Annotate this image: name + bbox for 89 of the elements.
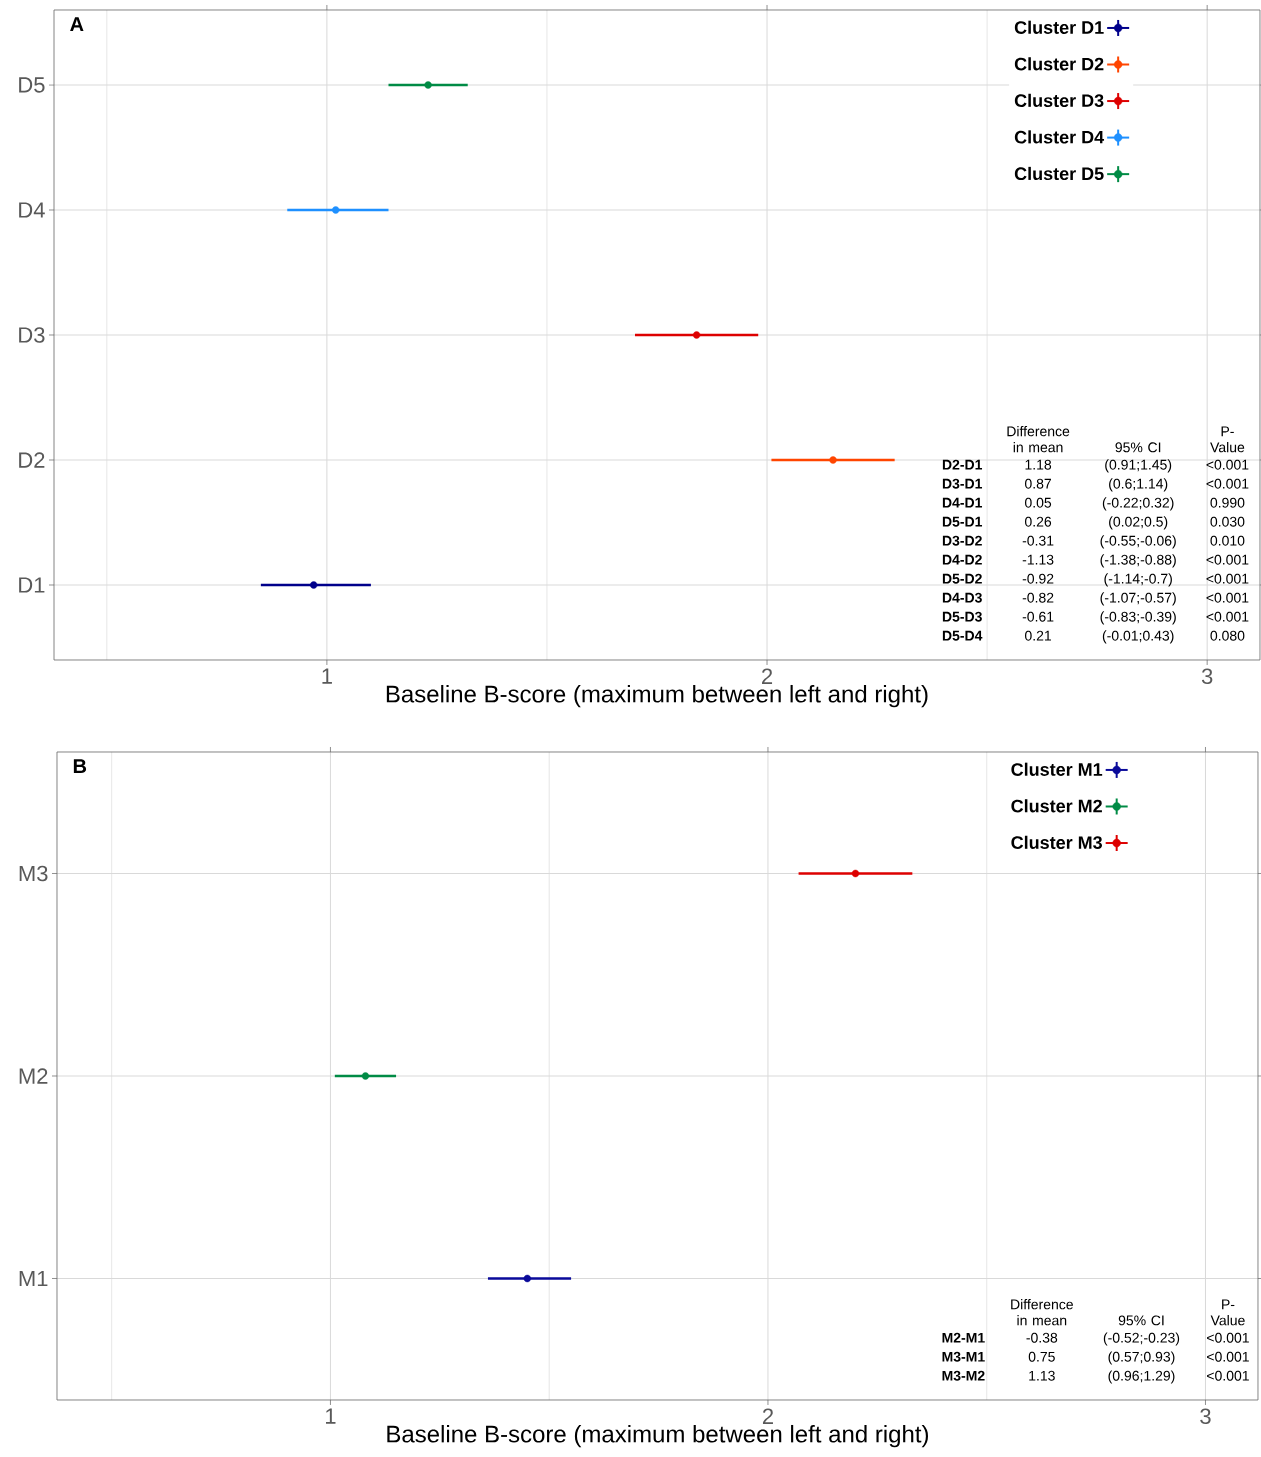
annotation: (0.6;1.14) bbox=[1109, 478, 1168, 492]
legend-label: Cluster D1 bbox=[1014, 20, 1104, 34]
annotation: (-0.52;-0.23) bbox=[1103, 1332, 1180, 1346]
x-tick-label: 3 bbox=[1200, 1408, 1211, 1425]
x-axis-title: Baseline B-score (maximum between left and right) bbox=[387, 1424, 929, 1448]
annotation: 1.13 bbox=[1029, 1370, 1055, 1381]
legend-label: Cluster D4 bbox=[1014, 130, 1105, 144]
annotation: (-1.07;-0.57) bbox=[1100, 592, 1176, 606]
annotation: D5-D1 bbox=[942, 516, 983, 527]
annotation: 0.010 bbox=[1210, 535, 1245, 546]
point bbox=[692, 331, 701, 339]
annotation: 0.26 bbox=[1025, 516, 1052, 527]
annotation: 0.990 bbox=[1210, 497, 1245, 508]
annotation: D2-D1 bbox=[942, 459, 983, 470]
annotation: -0.82 bbox=[1022, 592, 1054, 603]
annotation: <0.001 bbox=[1206, 478, 1249, 489]
annotation: (0.91;1.45) bbox=[1105, 459, 1172, 473]
annotation: P-Value bbox=[1210, 1299, 1245, 1326]
annotation: 95% CI bbox=[1115, 442, 1161, 453]
point bbox=[331, 206, 340, 214]
point bbox=[829, 456, 837, 464]
annotation: 0.21 bbox=[1025, 630, 1052, 641]
annotation: -1.13 bbox=[1022, 554, 1054, 565]
annotation: (-0.22;0.32) bbox=[1102, 497, 1174, 511]
annotation: <0.001 bbox=[1207, 1332, 1249, 1343]
annotation: D3-D2 bbox=[942, 535, 982, 546]
annotation: D4-D3 bbox=[942, 592, 982, 603]
annotation: M3-M2 bbox=[942, 1370, 985, 1381]
annotation: (-0.01;0.43) bbox=[1102, 630, 1174, 644]
y-tick-label: D1 bbox=[19, 577, 45, 593]
annotation: (0.02;0.5) bbox=[1109, 516, 1168, 530]
annotation: D4-D2 bbox=[942, 554, 982, 565]
annotation: P-Value bbox=[1210, 426, 1245, 453]
annotation: M3-M1 bbox=[942, 1351, 985, 1362]
annotation: (0.57;0.93) bbox=[1108, 1351, 1175, 1365]
legend-label: Cluster M1 bbox=[1011, 762, 1103, 776]
annotation: 0.87 bbox=[1025, 478, 1051, 489]
annotation: 1.18 bbox=[1025, 459, 1052, 470]
legend-label: Cluster D3 bbox=[1014, 93, 1104, 108]
annotation: (-1.14;-0.7) bbox=[1104, 573, 1172, 587]
annotation: 0.030 bbox=[1210, 516, 1245, 527]
legend-label: Cluster D2 bbox=[1014, 57, 1104, 71]
annotation: <0.001 bbox=[1206, 459, 1249, 470]
chart-title: B bbox=[73, 759, 87, 774]
annotation: D5-D3 bbox=[942, 611, 982, 622]
annotation: <0.001 bbox=[1207, 1370, 1249, 1381]
y-tick-label: D2 bbox=[19, 452, 45, 468]
annotation: 0.05 bbox=[1025, 497, 1052, 508]
legend-label: Cluster M3 bbox=[1011, 835, 1103, 849]
annotation: (0.96;1.29) bbox=[1108, 1370, 1175, 1384]
annotation: (-0.83;-0.39) bbox=[1100, 611, 1176, 625]
annotation: -0.38 bbox=[1026, 1332, 1058, 1343]
annotation: <0.001 bbox=[1207, 1351, 1249, 1362]
y-tick-label: D3 bbox=[19, 327, 45, 343]
annotation: Difference in mean bbox=[1007, 426, 1070, 453]
annotation: M2-M1 bbox=[942, 1332, 985, 1343]
x-axis-title: Baseline B-score (maximum between left and right) bbox=[386, 684, 928, 708]
x-tick-label: 3 bbox=[1201, 668, 1213, 685]
annotation: D5-D4 bbox=[942, 630, 983, 641]
annotation: <0.001 bbox=[1206, 554, 1249, 565]
x-tick-label: 1 bbox=[326, 1408, 336, 1424]
annotation: <0.001 bbox=[1206, 573, 1249, 584]
annotation: <0.001 bbox=[1206, 592, 1249, 603]
y-tick-label: D4 bbox=[19, 202, 45, 218]
x-tick-label: 2 bbox=[762, 668, 773, 684]
annotation: D4-D1 bbox=[942, 497, 983, 508]
annotation: -0.31 bbox=[1022, 535, 1054, 546]
chart-title: A bbox=[70, 17, 84, 32]
annotation: -0.61 bbox=[1022, 611, 1054, 622]
y-tick-label: M3 bbox=[19, 865, 48, 882]
legend-label: Cluster M2 bbox=[1011, 799, 1102, 813]
annotation: D5-D2 bbox=[942, 573, 982, 584]
annotation: Difference in mean bbox=[1011, 1299, 1073, 1326]
annotation: <0.001 bbox=[1206, 611, 1249, 622]
point bbox=[309, 581, 318, 589]
annotation: 0.75 bbox=[1028, 1351, 1055, 1362]
annotation: (-0.55;-0.06) bbox=[1100, 535, 1176, 549]
annotation: (-1.38;-0.88) bbox=[1100, 554, 1176, 568]
x-tick-label: 2 bbox=[762, 1408, 773, 1424]
legend-label: Cluster D5 bbox=[1014, 166, 1104, 181]
annotation: 0.080 bbox=[1210, 630, 1245, 641]
x-tick-label: 1 bbox=[322, 668, 332, 684]
annotation: D3-D1 bbox=[942, 478, 983, 489]
annotation: 95% CI bbox=[1118, 1315, 1164, 1326]
y-tick-label: M1 bbox=[19, 1270, 48, 1287]
y-tick-label: D5 bbox=[19, 77, 45, 93]
point bbox=[424, 81, 432, 89]
y-tick-label: M2 bbox=[19, 1068, 48, 1084]
annotation: -0.92 bbox=[1022, 573, 1054, 584]
